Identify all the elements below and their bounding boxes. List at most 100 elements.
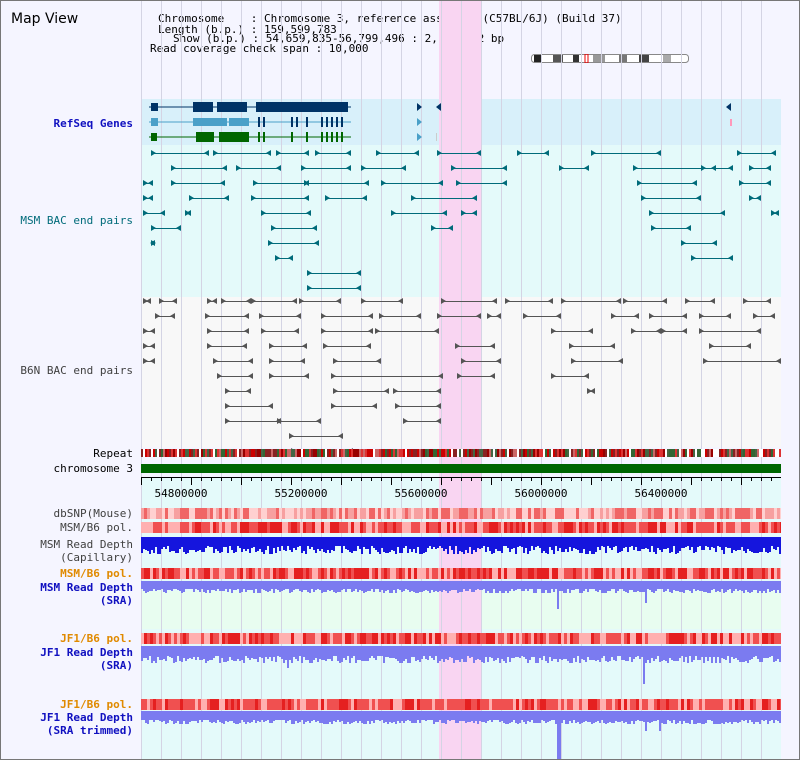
dbsnp-bar <box>645 508 648 519</box>
jf1-trim-depth <box>729 711 731 722</box>
jf1-pol-bar <box>495 633 498 644</box>
msm-bac-end <box>544 150 549 156</box>
jf1-pol-2-bar <box>228 699 231 710</box>
msm-sra-depth <box>201 581 203 589</box>
msm-sra-depth <box>565 581 567 593</box>
msm-cap-depth <box>583 537 585 549</box>
b6n-bac-end <box>150 358 155 364</box>
msm-cap-depth <box>207 537 209 546</box>
msm-sra-depth <box>771 581 773 591</box>
msm-cap-depth <box>309 537 311 549</box>
msm-cap-depth <box>619 537 621 552</box>
jf1-sra-depth <box>337 646 339 661</box>
jf1-pol-2-bar <box>696 699 699 710</box>
msm-sra-depth <box>257 581 259 593</box>
dbsnp-bar <box>381 508 384 519</box>
jf1-sra-depth <box>233 646 235 661</box>
msm-cap-depth <box>395 537 397 554</box>
msm-pol-2-bar <box>732 568 735 579</box>
msm-cap-depth <box>343 537 345 546</box>
jf1-trim-depth <box>481 711 483 722</box>
msm-cap-depth <box>467 537 469 553</box>
jf1-sra-depth <box>309 646 311 663</box>
msm-cap-depth <box>403 537 405 548</box>
axis-tick-label: 55200000 <box>275 487 328 500</box>
msm-pol-2-bar <box>177 568 180 579</box>
msm-pol-2-bar <box>531 568 534 579</box>
msm-pol-2-bar <box>423 568 426 579</box>
repeat-block <box>631 449 633 457</box>
repeat-block <box>205 449 207 457</box>
msm-pol-2-bar <box>444 568 447 579</box>
jf1-sra-depth <box>679 646 681 658</box>
jf1-pol-bar <box>558 633 561 644</box>
b6n-bac-end <box>631 328 636 334</box>
jf1-trim-depth <box>695 711 697 724</box>
msm-bac-end <box>502 165 507 171</box>
msm-cap-depth <box>377 537 379 552</box>
msm-pol-2-bar <box>621 568 624 579</box>
jf1-trim-depth <box>501 711 503 721</box>
jf1-pol-bar <box>408 633 411 644</box>
dbsnp-bar <box>261 508 264 519</box>
jf1-trim-depth <box>483 711 485 722</box>
dbsnp-bar <box>720 508 723 519</box>
msm-cap-depth <box>689 537 691 550</box>
msm-sra-depth <box>337 581 339 592</box>
jf1-pol-2-bar <box>174 699 177 710</box>
msm-cap-depth <box>171 537 173 551</box>
jf1-sra-depth <box>225 646 227 662</box>
jf1-trim-depth <box>437 711 439 722</box>
msm-cap-depth <box>373 537 375 548</box>
msm-cap-depth <box>443 537 445 551</box>
jf1-trim-depth <box>749 711 751 720</box>
msm-sra-depth <box>145 581 147 593</box>
msm-pol-bar <box>300 522 303 533</box>
msm-pol-2-bar <box>756 568 759 579</box>
dbsnp-bar <box>492 508 495 519</box>
jf1-sra-depth <box>199 646 201 660</box>
msm-pol-2-bar <box>534 568 537 579</box>
msm-pol-2-bar <box>651 568 654 579</box>
msm-pol-bar <box>708 522 711 533</box>
jf1-trim-depth <box>593 711 595 723</box>
jf1-trim-depth <box>473 711 475 723</box>
msm-pol-2-bar <box>519 568 522 579</box>
msm-sra-depth <box>173 581 175 589</box>
jf1-pol-bar <box>189 633 192 644</box>
msm-cap-depth <box>641 537 643 549</box>
msm-pol-2-bar <box>687 568 690 579</box>
repeat-block <box>351 449 353 457</box>
dbsnp-bar <box>495 508 498 519</box>
msm-pol-bar <box>765 522 768 533</box>
msm-sra-depth <box>259 581 261 593</box>
jf1-trim-depth <box>597 711 599 721</box>
jf1-pol-bar <box>717 633 720 644</box>
msm-sra-depth <box>375 581 377 589</box>
jf1-pol-bar <box>732 633 735 644</box>
genome-browser-plot[interactable]: 54800000 55200000 55600000 56000000 56400000 <box>141 1 781 760</box>
msm-cap-depth <box>247 537 249 549</box>
msm-sra-depth <box>519 581 521 589</box>
jf1-sra-depth <box>467 646 469 656</box>
dbsnp-bar <box>708 508 711 519</box>
chromosome-ideogram[interactable] <box>531 54 689 63</box>
b6n-bac-end <box>143 298 148 304</box>
repeat-block <box>737 449 739 457</box>
repeat-block <box>641 449 643 457</box>
msm-cap-depth <box>525 537 527 548</box>
jf1-sra-depth <box>443 646 445 662</box>
refseq-arrow <box>417 103 422 111</box>
repeat-block <box>693 449 695 457</box>
msm-sra-depth <box>485 581 487 593</box>
jf1-pol-2-bar <box>411 699 414 710</box>
jf1-sra-depth <box>765 646 767 658</box>
jf1-trim-depth <box>755 711 757 722</box>
dbsnp-bar <box>483 508 486 519</box>
msm-pol-2-bar <box>384 568 387 579</box>
jf1-pol-bar <box>270 633 273 644</box>
msm-cap-depth <box>699 537 701 546</box>
jf1-pol-bar <box>177 633 180 644</box>
msm-pol-bar <box>729 522 732 533</box>
dbsnp-bar <box>267 508 270 519</box>
